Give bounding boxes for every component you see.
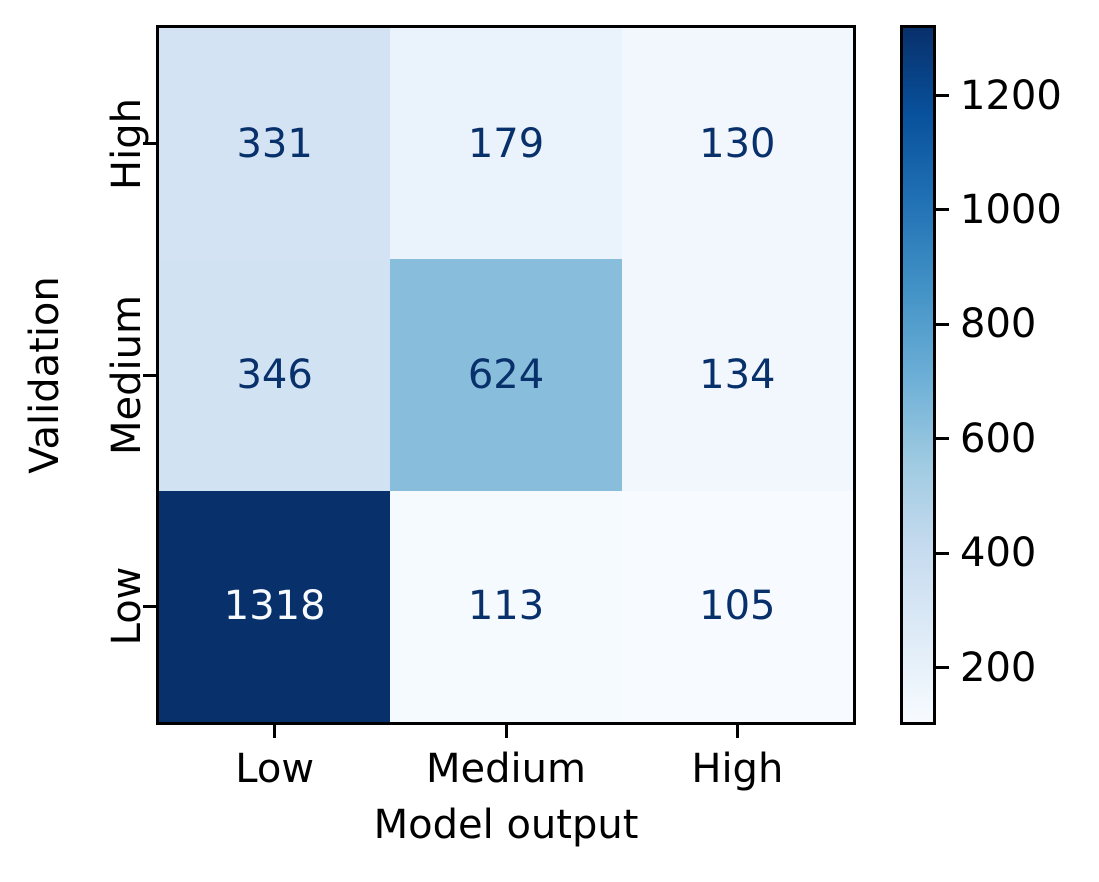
colorbar-tick (936, 208, 949, 212)
x-tick-label: High (691, 746, 784, 792)
colorbar-tick (936, 94, 949, 97)
x-tick-label: Medium (426, 746, 586, 792)
cell-value: 130 (699, 120, 776, 167)
colorbar-tick-label: 400 (960, 530, 1037, 577)
cell-value: 346 (236, 351, 313, 398)
colorbar-tick (936, 551, 949, 555)
cell-value: 624 (467, 351, 545, 398)
cell-value: 1318 (223, 583, 326, 630)
colorbar-tick-label: 1200 (960, 72, 1062, 119)
heatmap-cell: 1318 (159, 490, 391, 722)
x-tick (504, 725, 508, 738)
y-tick (143, 373, 156, 377)
colorbar-tick-label: 600 (960, 415, 1037, 462)
colorbar-tick (936, 666, 949, 670)
heatmap-cell: 113 (390, 490, 622, 722)
x-axis-label: Model output (373, 802, 639, 848)
heatmap-cell: 130 (621, 28, 853, 260)
heatmap-cell: 624 (390, 259, 622, 491)
y-axis-label: Validation (22, 276, 68, 474)
colorbar-tick-label: 200 (960, 644, 1037, 691)
y-tick-label: Low (104, 566, 150, 646)
colorbar-tick-label: 800 (960, 301, 1037, 348)
x-tick (273, 725, 277, 738)
heatmap-cell: 179 (390, 28, 622, 260)
x-tick (735, 725, 739, 738)
colorbar-tick-label: 1000 (960, 186, 1062, 233)
cell-value: 105 (699, 583, 776, 630)
colorbar (900, 25, 936, 725)
y-tick-label: Medium (104, 295, 150, 455)
colorbar-tick (936, 322, 949, 326)
heatmap-cell: 134 (621, 259, 853, 491)
cell-value: 331 (236, 120, 313, 167)
heatmap-axes: 331 179 130 346 624 134 1318 113 105 (156, 25, 856, 725)
cell-value: 179 (467, 120, 545, 167)
heatmap-cell: 346 (159, 259, 391, 491)
heatmap: 331 179 130 346 624 134 1318 113 105 (159, 28, 853, 722)
y-tick (143, 604, 156, 608)
colorbar-tick (936, 437, 949, 441)
cell-value: 134 (699, 351, 776, 398)
y-tick (143, 142, 156, 146)
colorbar-gradient (903, 28, 933, 722)
y-tick-label: High (104, 97, 150, 190)
heatmap-cell: 331 (159, 28, 391, 260)
x-tick-label: Low (235, 746, 315, 792)
cell-value: 113 (467, 583, 545, 630)
heatmap-cell: 105 (621, 490, 853, 722)
